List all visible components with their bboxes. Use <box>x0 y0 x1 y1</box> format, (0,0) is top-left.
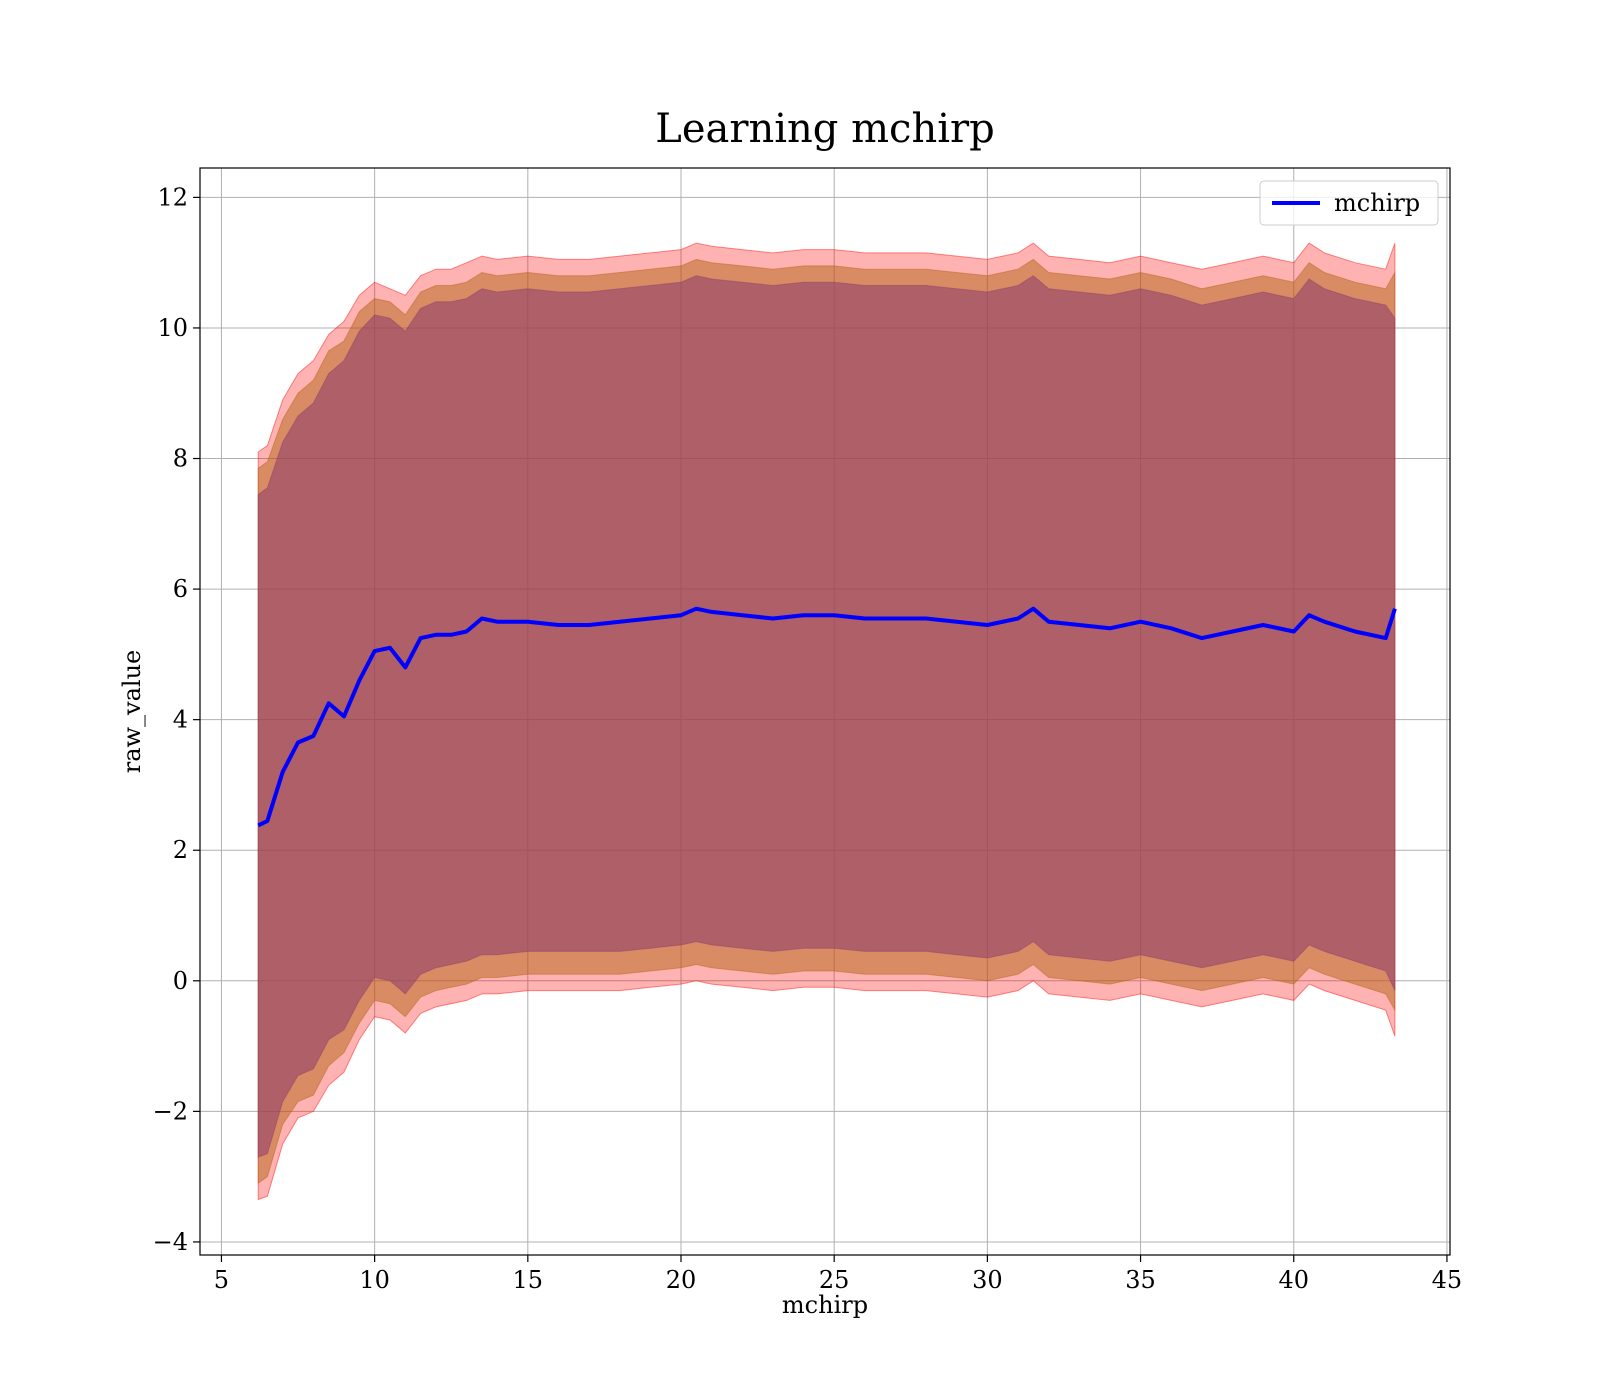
x-tick-label: 10 <box>359 1266 390 1294</box>
y-axis-label: raw_value <box>118 650 146 774</box>
x-axis-ticks: 5 10 15 20 25 30 35 40 45 <box>214 1255 1462 1294</box>
x-tick-label: 5 <box>214 1266 229 1294</box>
x-axis-label: mchirp <box>782 1291 868 1319</box>
band-inner-band <box>257 275 1396 1158</box>
series-line-mchirp <box>257 606 1397 828</box>
series-lines <box>257 606 1397 828</box>
x-tick-label: 45 <box>1432 1266 1463 1294</box>
x-tick-label: 20 <box>666 1266 697 1294</box>
x-tick-label: 15 <box>513 1266 544 1294</box>
x-tick-label: 40 <box>1278 1266 1309 1294</box>
y-tick-label: 0 <box>173 967 188 995</box>
chart-title: Learning mchirp <box>655 106 994 152</box>
legend-label-mchirp: mchirp <box>1334 189 1420 217</box>
legend: mchirp <box>1259 180 1439 226</box>
x-tick-label: 25 <box>819 1266 850 1294</box>
x-tick-label: 35 <box>1125 1266 1156 1294</box>
plot-frame <box>199 167 1451 1256</box>
y-tick-label: 4 <box>173 706 188 734</box>
y-tick-label: 8 <box>173 445 188 473</box>
legend-box <box>1259 180 1439 226</box>
y-tick-label: 10 <box>157 314 188 342</box>
y-axis-ticks: −4 −2 0 2 4 6 8 10 12 <box>153 183 200 1256</box>
x-tick-label: 30 <box>972 1266 1003 1294</box>
y-tick-label: −4 <box>153 1228 188 1256</box>
y-tick-label: −2 <box>153 1097 188 1125</box>
y-tick-label: 2 <box>173 836 188 864</box>
y-tick-label: 6 <box>173 575 188 603</box>
confidence-bands <box>257 242 1396 1201</box>
y-tick-label: 12 <box>157 183 188 211</box>
